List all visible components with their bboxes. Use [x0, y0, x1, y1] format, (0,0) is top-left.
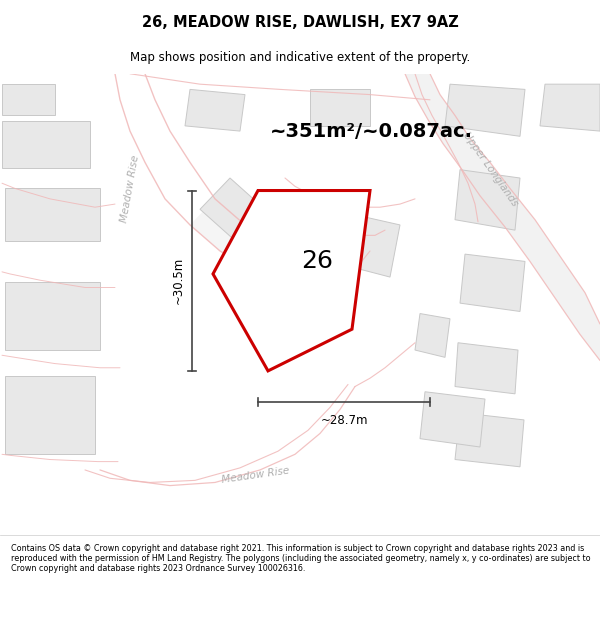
Polygon shape: [5, 376, 95, 454]
Polygon shape: [200, 178, 265, 241]
Text: Upper Longlands: Upper Longlands: [461, 131, 520, 209]
Polygon shape: [460, 254, 525, 311]
Polygon shape: [213, 191, 370, 371]
Polygon shape: [230, 242, 305, 303]
Text: 26: 26: [301, 249, 333, 272]
Polygon shape: [330, 211, 400, 277]
Text: 26, MEADOW RISE, DAWLISH, EX7 9AZ: 26, MEADOW RISE, DAWLISH, EX7 9AZ: [142, 14, 458, 29]
Polygon shape: [405, 74, 600, 361]
Polygon shape: [2, 121, 90, 168]
Polygon shape: [455, 342, 518, 394]
Polygon shape: [455, 169, 520, 230]
Text: Meadow Rise: Meadow Rise: [119, 154, 141, 223]
Text: Meadow Rise: Meadow Rise: [220, 466, 290, 485]
Polygon shape: [115, 74, 330, 288]
Polygon shape: [5, 282, 100, 350]
Text: ~28.7m: ~28.7m: [320, 414, 368, 428]
Polygon shape: [420, 392, 485, 447]
Text: ~351m²/~0.087ac.: ~351m²/~0.087ac.: [270, 122, 473, 141]
Text: ~30.5m: ~30.5m: [172, 257, 185, 304]
Text: Contains OS data © Crown copyright and database right 2021. This information is : Contains OS data © Crown copyright and d…: [11, 544, 590, 573]
Polygon shape: [310, 89, 370, 126]
Polygon shape: [415, 314, 450, 358]
Polygon shape: [455, 412, 524, 467]
Polygon shape: [5, 189, 100, 241]
Polygon shape: [445, 84, 525, 136]
Polygon shape: [185, 89, 245, 131]
Polygon shape: [2, 84, 55, 116]
Text: Map shows position and indicative extent of the property.: Map shows position and indicative extent…: [130, 51, 470, 64]
Polygon shape: [540, 84, 600, 131]
